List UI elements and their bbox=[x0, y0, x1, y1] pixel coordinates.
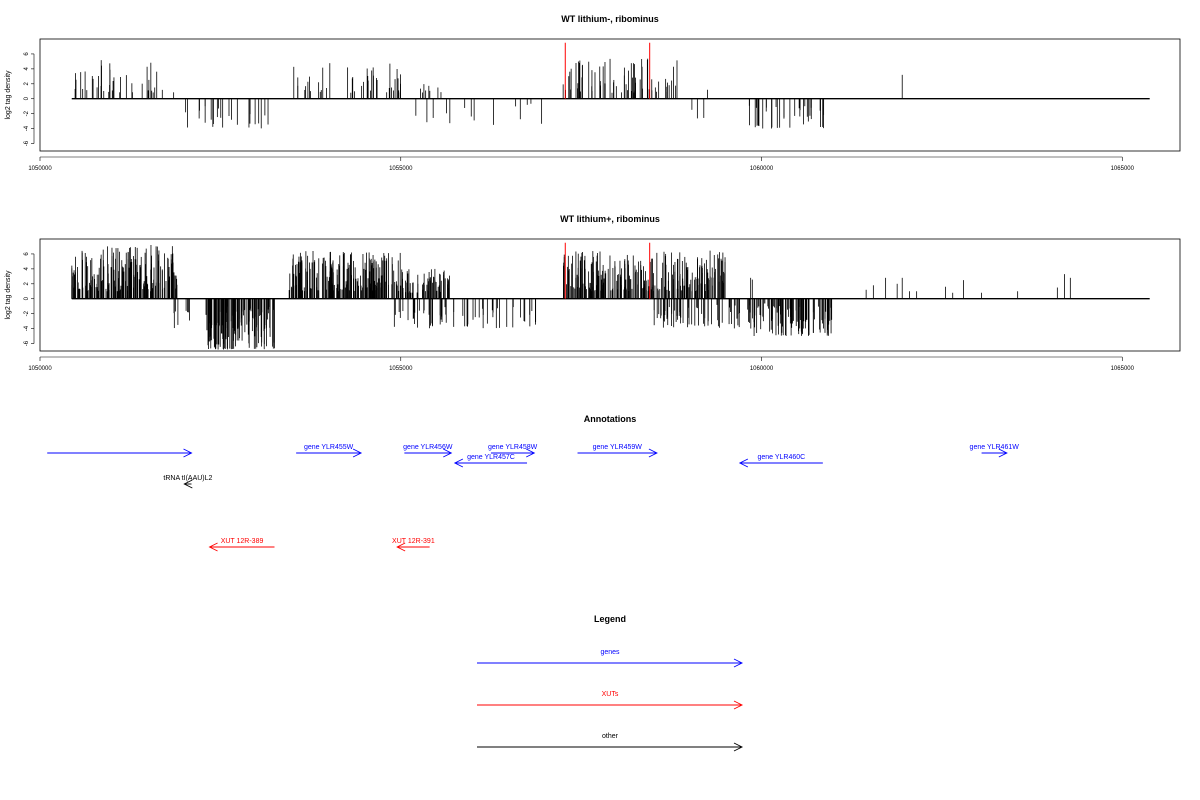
x-tick-label: 1055000 bbox=[389, 366, 413, 372]
feature-label: gene YLR461W bbox=[970, 444, 1020, 451]
legend-label: genes bbox=[600, 649, 620, 656]
feature-arrowhead bbox=[526, 448, 536, 458]
annotation-features: gene YLR455W gene YLR456W gene YLR458W gene… bbox=[47, 444, 1020, 552]
y-tick-label: 6 bbox=[24, 252, 30, 256]
feature-arrowhead bbox=[352, 448, 363, 458]
panel-lithium-minus: WT lithium-, ribominus log2 tag density … bbox=[5, 14, 1181, 172]
legend-arrowhead bbox=[733, 742, 744, 752]
y-tick-label: -4 bbox=[24, 325, 30, 331]
x-tick-label: 1055000 bbox=[389, 166, 413, 172]
y-tick-label: -4 bbox=[24, 125, 30, 131]
y-tick-label: 6 bbox=[24, 52, 30, 56]
legend-title: Legend bbox=[594, 614, 626, 624]
y-tick-label: -6 bbox=[24, 340, 30, 346]
annotations-panel: Annotations gene YLR455W gene YLR456W gene… bbox=[47, 414, 1020, 552]
feature-arrowhead bbox=[998, 448, 1008, 458]
feature-arrowhead bbox=[648, 448, 658, 458]
feature-label: tRNA tI(AAU)L2 bbox=[163, 475, 212, 482]
x-tick-label: 1050000 bbox=[28, 166, 52, 172]
y-tick-label: 4 bbox=[24, 67, 30, 71]
feature-label: XUT 12R-391 bbox=[392, 538, 435, 545]
marker-lines bbox=[564, 42, 651, 99]
plot-frame bbox=[39, 38, 1181, 152]
plot-frame bbox=[39, 238, 1181, 352]
marker-lines bbox=[564, 242, 651, 299]
feature-arrowhead bbox=[396, 542, 406, 552]
y-tick-label: 2 bbox=[24, 281, 30, 285]
feature-label: gene YLR455W bbox=[304, 444, 354, 451]
legend-label: XUTs bbox=[602, 691, 619, 698]
y-tick-label: 4 bbox=[24, 267, 30, 271]
y-axis-ticks: -6 -4 -2 0 2 4 6 bbox=[24, 252, 35, 346]
legend-arrowhead bbox=[733, 700, 744, 710]
legend-arrowhead bbox=[733, 658, 744, 668]
feature-label: gene YLR456W bbox=[403, 444, 453, 451]
feature-arrowhead bbox=[453, 458, 464, 468]
feature-arrowhead bbox=[183, 479, 193, 489]
y-tick-label: 0 bbox=[24, 296, 30, 300]
feature-arrowhead bbox=[208, 542, 218, 552]
annotations-title: Annotations bbox=[584, 414, 637, 424]
x-tick-label: 1065000 bbox=[1111, 366, 1135, 372]
panel-title: WT lithium+, ribominus bbox=[560, 214, 660, 224]
legend-panel: Legend genes XUTs other bbox=[477, 614, 744, 752]
y-axis-label: log2 tag density bbox=[5, 70, 12, 120]
panel-title: WT lithium-, ribominus bbox=[561, 14, 659, 24]
y-tick-label: -6 bbox=[24, 140, 30, 146]
density-bars bbox=[71, 245, 1150, 350]
x-tick-label: 1060000 bbox=[750, 166, 774, 172]
x-axis-ticks: 1050000 1055000 1060000 1065000 bbox=[28, 156, 1135, 172]
feature-label: XUT 12R-389 bbox=[221, 538, 264, 545]
x-tick-label: 1050000 bbox=[28, 366, 52, 372]
y-axis-label: log2 tag density bbox=[5, 270, 12, 320]
legend-label: other bbox=[602, 733, 619, 740]
panel-lithium-plus: WT lithium+, ribominus log2 tag density … bbox=[5, 214, 1181, 372]
y-tick-label: 0 bbox=[24, 96, 30, 100]
density-bars bbox=[71, 58, 1150, 129]
y-tick-label: -2 bbox=[24, 310, 30, 316]
legend-items: genes XUTs other bbox=[477, 649, 744, 752]
feature-label: gene YLR457C bbox=[467, 454, 515, 461]
y-axis-ticks: -6 -4 -2 0 2 4 6 bbox=[24, 52, 35, 146]
x-axis-ticks: 1050000 1055000 1060000 1065000 bbox=[28, 356, 1135, 372]
feature-arrowhead bbox=[738, 458, 749, 468]
feature-label: gene YLR459W bbox=[593, 444, 643, 451]
y-tick-label: 2 bbox=[24, 81, 30, 85]
feature-arrowhead bbox=[443, 448, 453, 458]
feature-label: gene YLR458W bbox=[488, 444, 538, 451]
x-tick-label: 1060000 bbox=[750, 366, 774, 372]
x-tick-label: 1065000 bbox=[1111, 166, 1135, 172]
feature-label: gene YLR460C bbox=[757, 454, 805, 461]
y-tick-label: -2 bbox=[24, 110, 30, 116]
feature-arrowhead bbox=[183, 448, 193, 458]
